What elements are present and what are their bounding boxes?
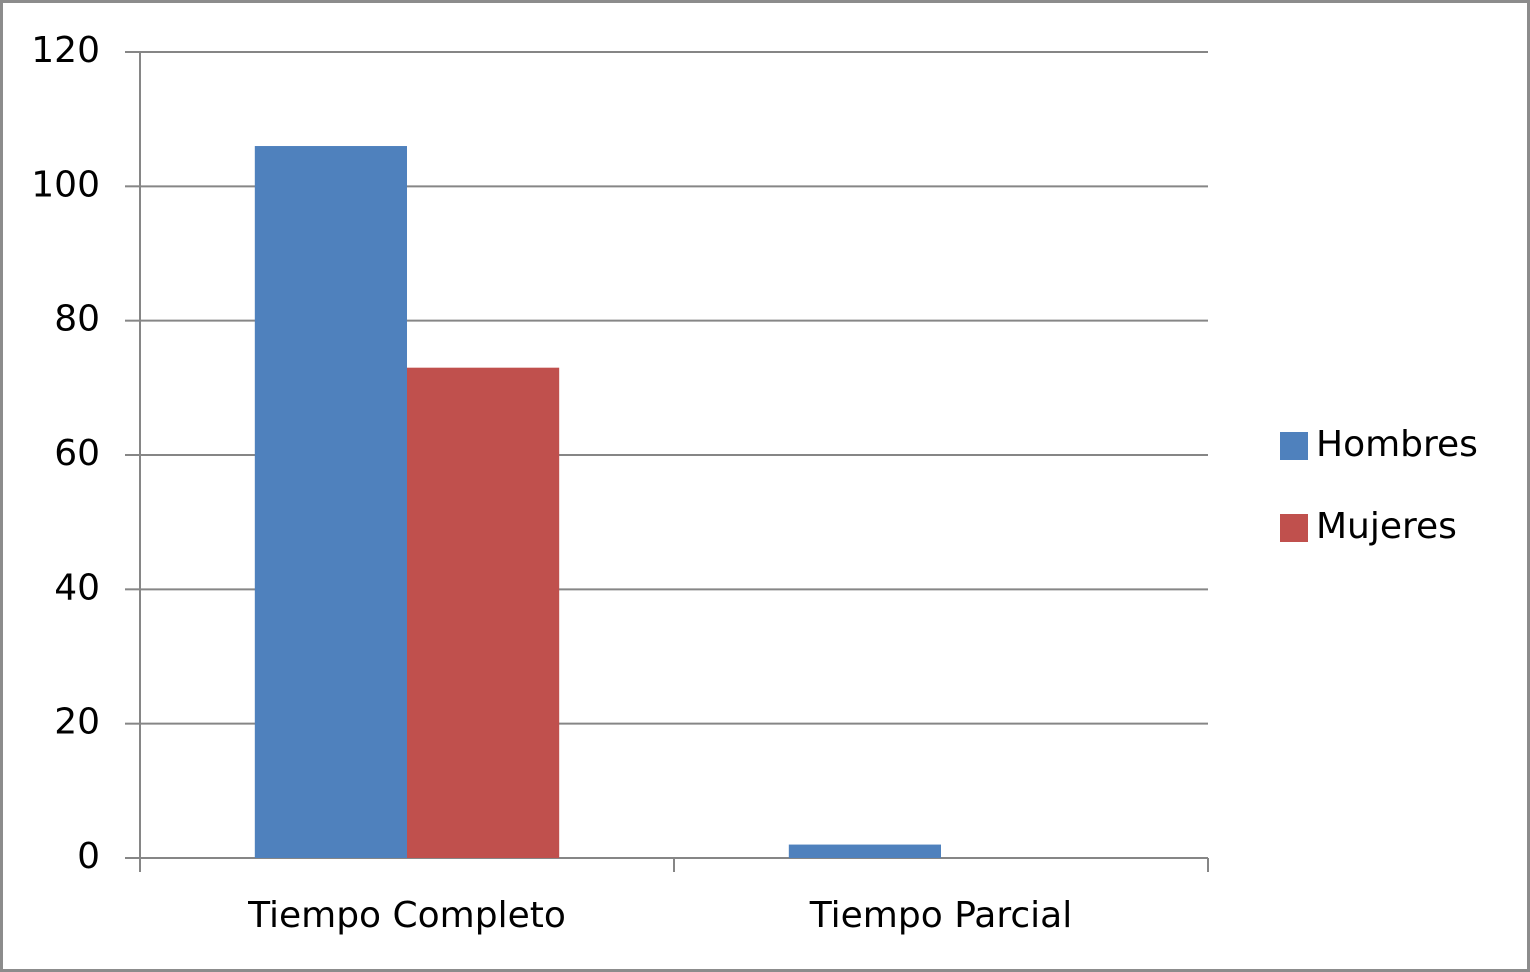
bar	[788, 844, 941, 858]
bar	[407, 367, 560, 858]
legend-swatch	[1280, 432, 1308, 460]
y-tick-label: 100	[31, 164, 100, 205]
x-tick-label: Tiempo Parcial	[809, 895, 1072, 936]
legend-label: Hombres	[1316, 424, 1478, 465]
bar	[254, 146, 407, 859]
y-tick-label: 0	[77, 836, 100, 877]
y-tick-label: 120	[31, 30, 100, 71]
y-tick-label: 80	[54, 299, 100, 340]
y-tick-label: 40	[54, 567, 100, 608]
x-tick-label: Tiempo Completo	[247, 895, 566, 936]
legend-swatch	[1280, 514, 1308, 542]
y-tick-label: 20	[54, 702, 100, 743]
legend-label: Mujeres	[1316, 506, 1457, 547]
y-tick-label: 60	[54, 433, 100, 474]
